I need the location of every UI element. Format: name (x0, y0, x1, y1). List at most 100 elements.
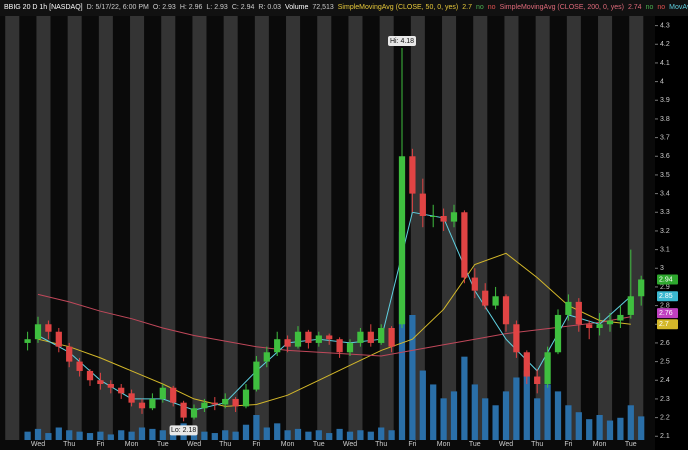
candle-body (534, 376, 541, 384)
candle-body (107, 384, 114, 388)
volume-bar (222, 430, 229, 440)
candle-body (554, 314, 562, 353)
y-tick-label: 3.3 (660, 209, 670, 216)
volume-bar (315, 430, 322, 440)
candle-body (201, 402, 208, 409)
y-tick-label: 2.3 (660, 396, 670, 403)
volume-bar (211, 433, 218, 440)
session-band (535, 16, 550, 440)
candle-body (409, 156, 416, 194)
candle-body (159, 387, 166, 399)
y-tick-label: 3.1 (660, 246, 670, 253)
session-band (629, 16, 644, 440)
y-tick-label: 3.5 (660, 172, 670, 179)
header-item: MovAvg... (669, 4, 688, 11)
y-tick-label: 4.2 (660, 41, 670, 48)
candle-body (232, 398, 239, 407)
x-tick-label: Mon (125, 441, 139, 448)
volume-bar (554, 391, 562, 440)
volume-bar (398, 231, 406, 440)
volume-bar (450, 391, 458, 440)
candle-body (346, 342, 354, 353)
volume-bar (534, 398, 541, 440)
x-tick-label: Wed (343, 441, 357, 448)
volume-bar (170, 433, 177, 440)
candle-body (336, 339, 343, 353)
candle-body (523, 352, 530, 377)
session-band (130, 16, 145, 440)
y-tick-label: 2.6 (660, 340, 670, 347)
volume-bar (419, 370, 426, 440)
y-tick-label: 2.9 (660, 284, 670, 291)
volume-bar (367, 431, 374, 440)
candle-body (76, 361, 83, 371)
session-band (98, 16, 113, 440)
x-tick-label: Thu (375, 441, 387, 448)
volume-bar (523, 370, 530, 440)
candle-body (326, 335, 333, 340)
candle-body (440, 216, 447, 222)
volume-bar (138, 427, 146, 440)
candle-body (492, 296, 499, 306)
x-tick-label: Wed (499, 441, 513, 448)
price-tag (657, 319, 678, 330)
volume-bar (305, 431, 312, 440)
x-tick-label: Mon (437, 441, 451, 448)
x-tick-label: Tue (625, 441, 637, 448)
x-tick-label: Thu (531, 441, 543, 448)
volume-bar (565, 405, 572, 440)
volume-bar (575, 412, 582, 440)
extreme-label-box (169, 425, 198, 436)
volume-bar (430, 384, 437, 440)
x-tick-label: Mon (281, 441, 295, 448)
candle-body (34, 324, 42, 340)
header-item: Volume (284, 4, 309, 11)
header-item: SimpleMovingAvg (CLOSE, 200, 0, yes) (499, 4, 624, 11)
candle-body (513, 324, 520, 353)
candle-body (450, 212, 458, 222)
extreme-label: Lo: 2.18 (171, 427, 196, 434)
volume-bar (274, 423, 281, 440)
candle-body (419, 193, 426, 216)
candle-body (617, 314, 624, 321)
volume-bar (45, 433, 52, 440)
volume-bar (97, 431, 104, 440)
x-tick-label: Fri (564, 441, 573, 448)
candle-body (118, 387, 125, 394)
session-band (566, 16, 581, 440)
moving-average-line (37, 211, 632, 411)
y-tick-label: 2.5 (660, 358, 670, 365)
candle-body (596, 324, 603, 328)
candle-body (190, 408, 198, 418)
candle-body (606, 320, 614, 325)
volume-bar (55, 427, 62, 440)
header-item: 72,513 (312, 4, 334, 11)
candle-body (274, 339, 281, 353)
volume-bar (461, 356, 468, 440)
header-item: O: 2.93 (152, 4, 176, 11)
volume-bar (326, 433, 333, 440)
y-tick-label: 4.1 (660, 60, 670, 67)
volume-bar (388, 430, 395, 440)
session-band (223, 16, 238, 440)
candle-body (149, 398, 156, 409)
session-band (598, 16, 613, 440)
price-tag (657, 274, 678, 285)
x-tick-label: Fri (96, 441, 105, 448)
header-item: no (475, 4, 484, 11)
volume-bar (502, 391, 510, 440)
volume-bar (232, 431, 239, 440)
y-tick-label: 3 (660, 265, 664, 272)
candle-body (575, 301, 582, 325)
header-item: SimpleMovingAvg (CLOSE, 50, 0, yes) (337, 4, 459, 11)
header-item: no (487, 4, 496, 11)
candle-body (305, 331, 312, 343)
volume-bar (24, 431, 31, 440)
extreme-label-box (388, 36, 416, 46)
candle-body (284, 339, 291, 347)
y-tick-label: 4 (660, 78, 664, 85)
candle-body (86, 370, 94, 381)
y-tick-label: 2.2 (660, 414, 670, 421)
candle-body (128, 393, 135, 403)
